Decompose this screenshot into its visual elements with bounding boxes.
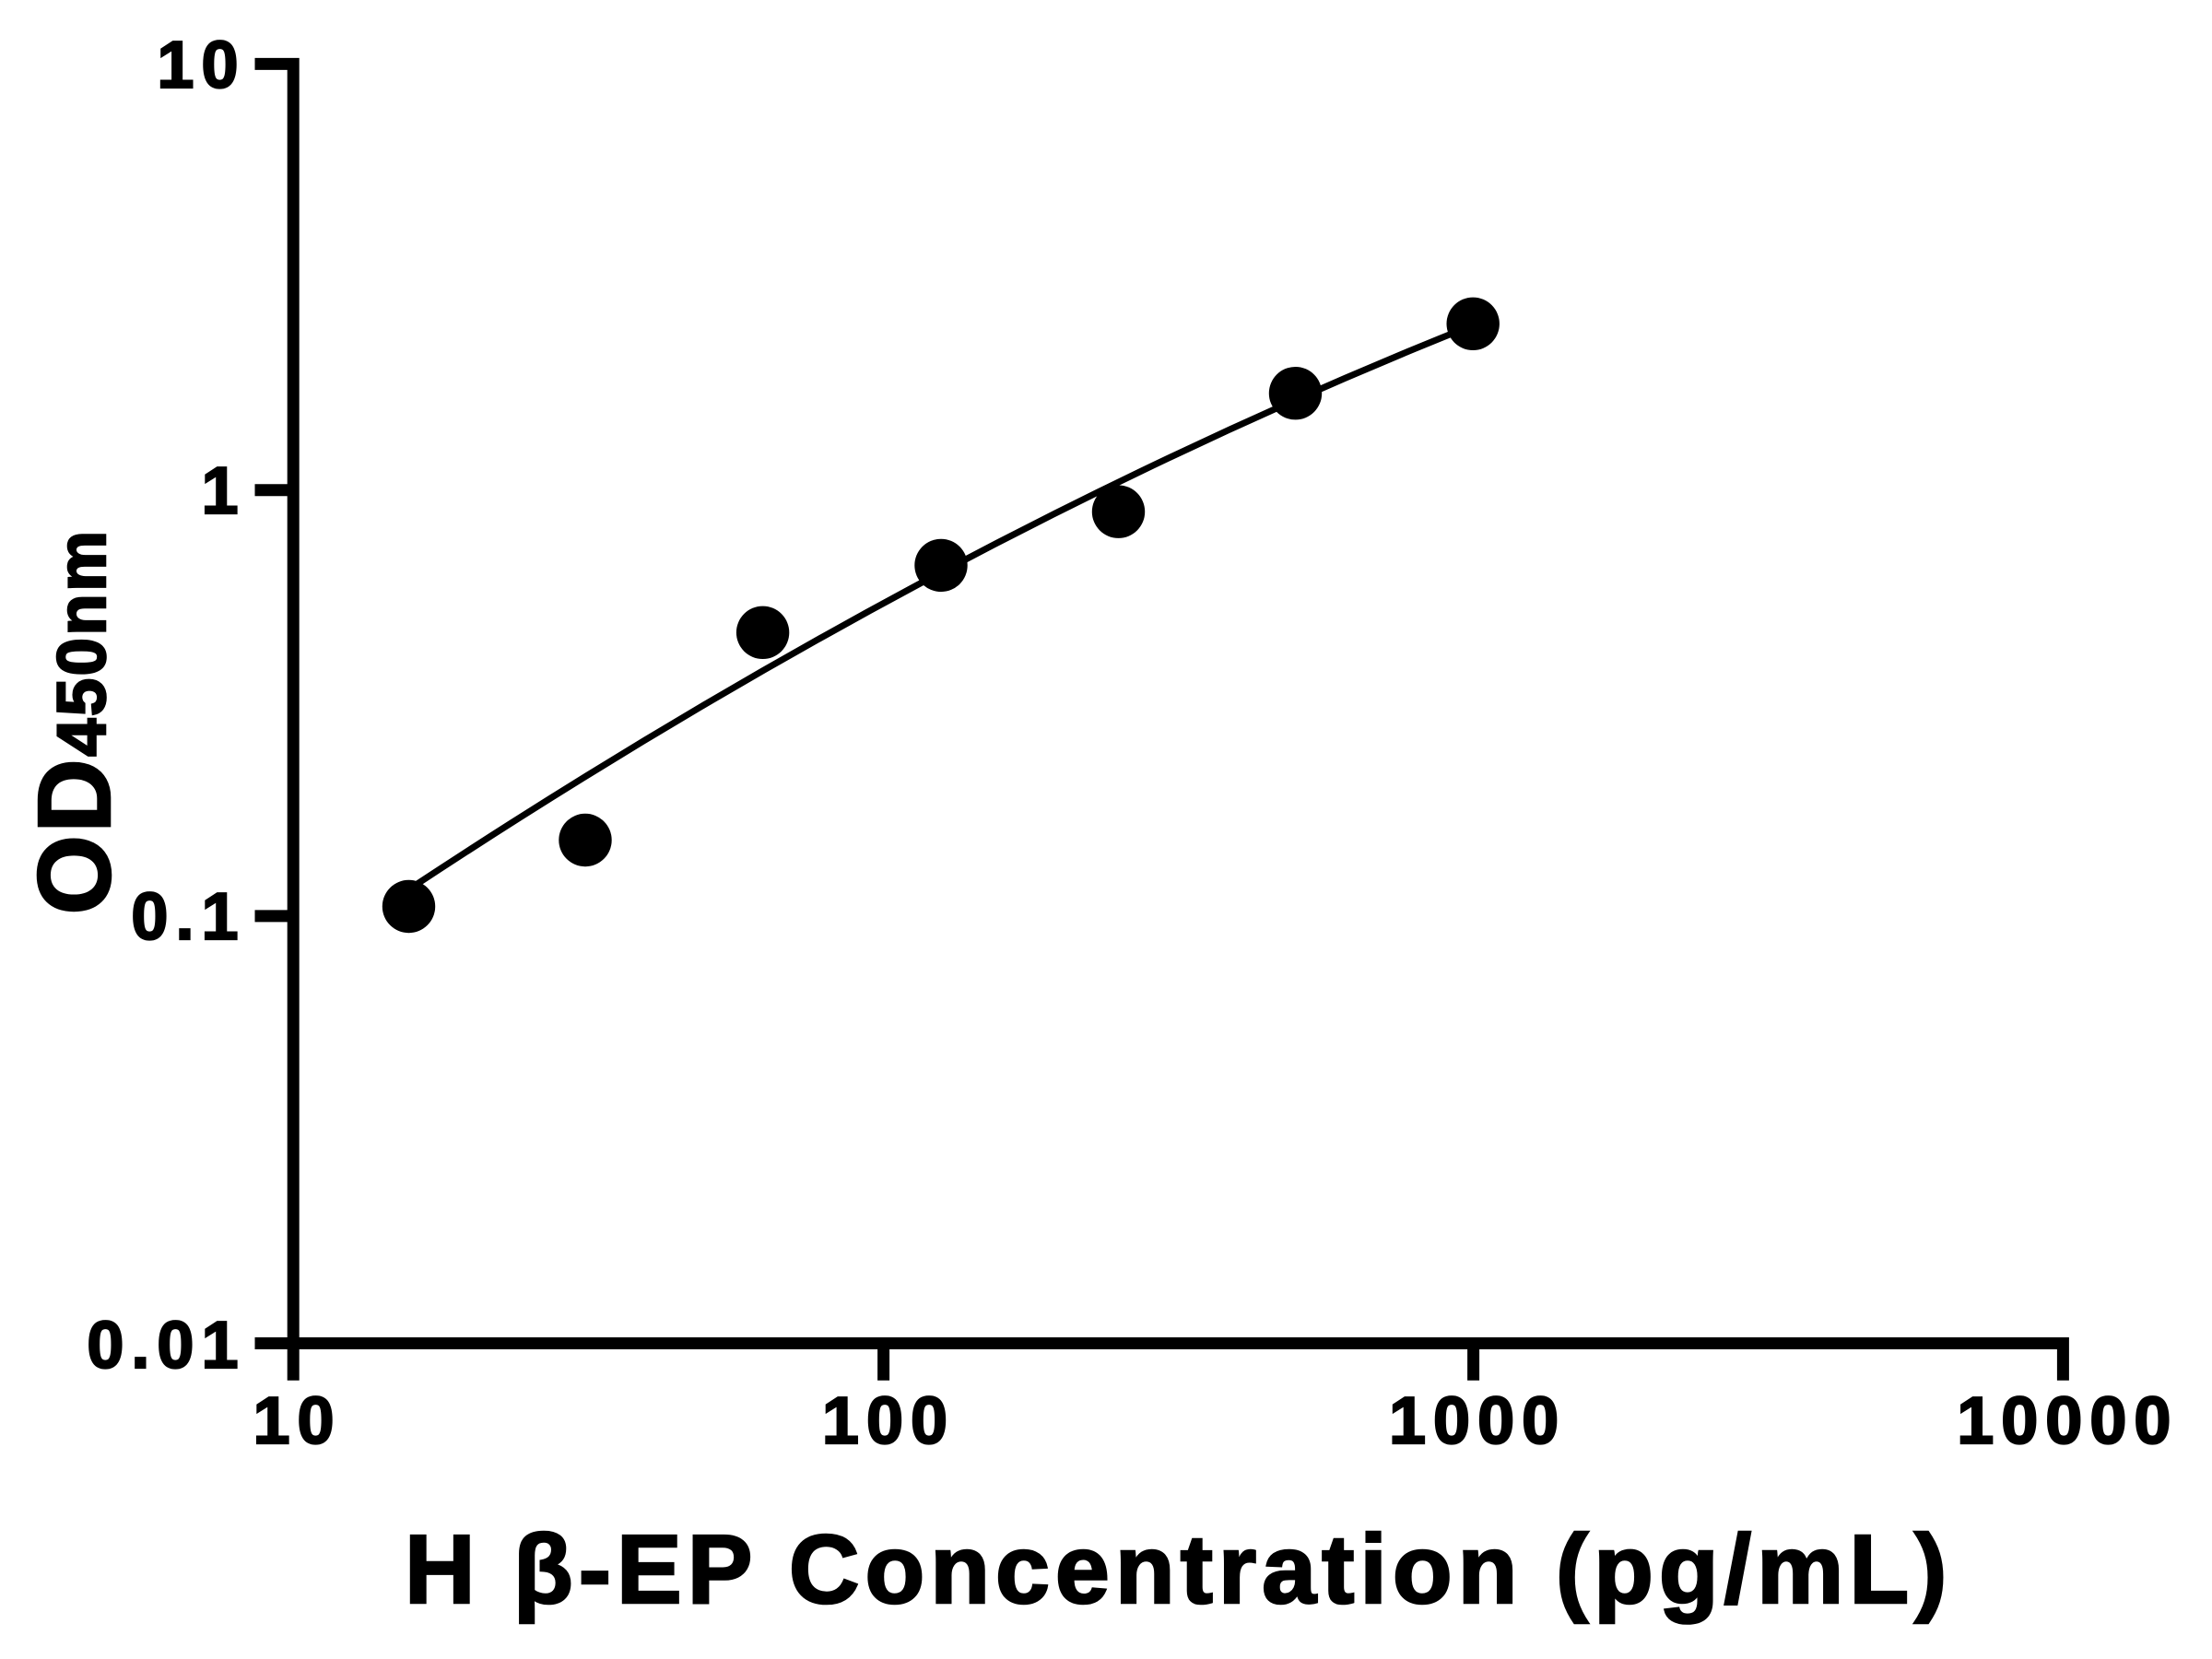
svg-text:0.1: 0.1 [131,880,245,954]
svg-text:10000: 10000 [1957,1384,2178,1458]
svg-text:100: 100 [822,1384,955,1458]
svg-text:10: 10 [157,29,245,102]
svg-text:H β-EP Concentration (pg/mL): H β-EP Concentration (pg/mL) [405,1515,1952,1624]
svg-text:0.01: 0.01 [87,1309,245,1382]
svg-text:1000: 1000 [1389,1384,1566,1458]
svg-text:1: 1 [201,454,245,528]
svg-text:10: 10 [253,1384,341,1458]
svg-text:OD450nm: OD450nm [18,528,132,914]
